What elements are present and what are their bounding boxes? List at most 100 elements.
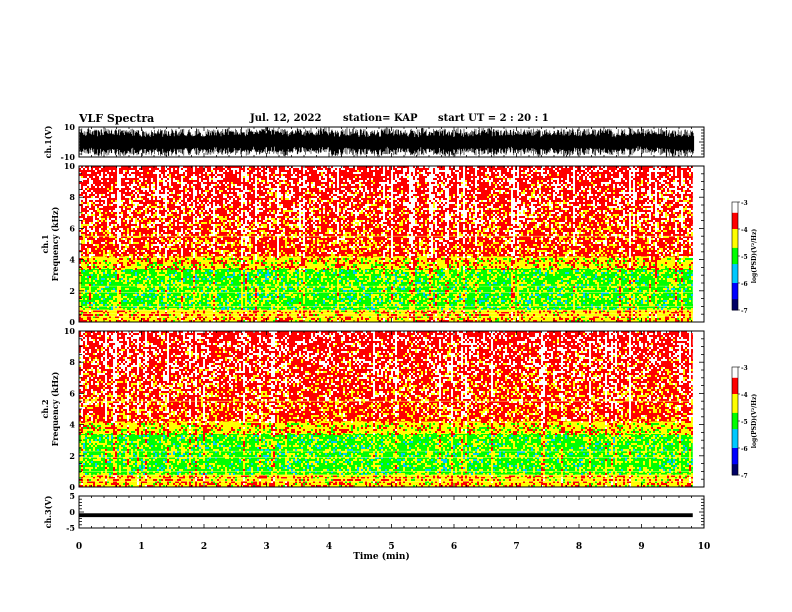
ch1-spectrogram-cell xyxy=(151,284,153,286)
ch1-spectrogram-cell xyxy=(117,238,119,240)
ch1-spectrogram-cell xyxy=(85,284,87,286)
ch1-spectrogram-cell xyxy=(87,264,89,266)
ch1-spectrogram-cell xyxy=(93,266,95,268)
ch1-spectrogram-cell xyxy=(97,314,99,316)
ch1-spectrogram-cell xyxy=(115,232,117,234)
ch1-spectrogram-cell xyxy=(147,226,149,228)
ch1-spectrogram-cell xyxy=(141,290,143,292)
ch1-spectrogram-cell xyxy=(121,280,123,282)
ch1-spectrogram-cell xyxy=(131,226,133,228)
ch1-spectrogram-cell xyxy=(101,184,103,186)
ch1-spectrogram-cell xyxy=(87,168,89,170)
ch1-spectrogram-cell xyxy=(117,268,119,270)
ch1-spectrogram-cell xyxy=(109,252,111,254)
ch1-spectrogram-cell xyxy=(123,278,125,280)
ch1-spectrogram-cell xyxy=(87,208,89,210)
ch1-spectrogram-cell xyxy=(141,180,143,182)
ch1-spectrogram-cell xyxy=(145,184,147,186)
ch1-spectrogram-cell xyxy=(89,290,91,292)
ch1-spectrogram-cell xyxy=(105,314,107,316)
ch1-spectrogram-cell xyxy=(87,266,89,268)
ch1-spectrogram-cell xyxy=(99,304,101,306)
ch1-spectrogram-cell xyxy=(135,248,137,250)
ch1-spectrogram-cell xyxy=(121,268,123,270)
ch1-spectrogram-cell xyxy=(81,318,83,320)
ch1-spectrogram-cell xyxy=(127,298,129,300)
ch1-spectrogram-cell xyxy=(85,204,87,206)
ch1-spectrogram-cell xyxy=(135,268,137,270)
ch1-spectrogram-cell xyxy=(117,220,119,222)
ch1-spectrogram-cell xyxy=(107,268,109,270)
ch1-spectrogram-cell xyxy=(141,178,143,180)
ch1-spectrogram-cell xyxy=(93,216,95,218)
ch1-spectrogram-cell xyxy=(133,218,135,220)
ch1-spectrogram-cell xyxy=(85,242,87,244)
ch1-spectrogram-cell xyxy=(143,214,145,216)
ch1-spectrogram-cell xyxy=(151,250,153,252)
ch1-spectrogram-cell xyxy=(119,200,121,202)
ch1-spectrogram-cell xyxy=(151,268,153,270)
ch1-spectrogram-cell xyxy=(139,296,141,298)
ch1-spectrogram-cell xyxy=(139,318,141,320)
ch1-spectrogram-cell xyxy=(91,170,93,172)
ch1-spectrogram-cell xyxy=(99,168,101,170)
ch1-spectrogram-cell xyxy=(105,260,107,262)
ch1-spectrogram-cell xyxy=(125,192,127,194)
ch1-spectrogram-cell xyxy=(91,304,93,306)
ch1-spectrogram-cell xyxy=(115,304,117,306)
ch1-spectrogram-cell xyxy=(139,278,141,280)
ch1-spectrogram-cell xyxy=(119,272,121,274)
ch1-spectrogram-cell xyxy=(89,230,91,232)
ch1-spectrogram-cell xyxy=(115,302,117,304)
ch1-spectrogram-cell xyxy=(119,222,121,224)
ch1-spectrogram-cell xyxy=(97,264,99,266)
ch1-spectrogram-cell xyxy=(121,264,123,266)
ch1-spectrogram-cell xyxy=(101,174,103,176)
ch1-spectrogram-cell xyxy=(129,260,131,262)
ch1-spectrogram-cell xyxy=(131,200,133,202)
ch1-spectrogram-cell xyxy=(101,172,103,174)
ch1-spectrogram-cell xyxy=(89,214,91,216)
ch1-spectrogram-cell xyxy=(101,248,103,250)
ch1-spectrogram-cell xyxy=(107,264,109,266)
ch1-spectrogram-cell xyxy=(133,242,135,244)
ch1-spectrogram-cell xyxy=(113,288,115,290)
ch1-spectrogram-cell xyxy=(129,284,131,286)
ch1-spectrogram-cell xyxy=(145,258,147,260)
ch1-spectrogram-cell xyxy=(87,210,89,212)
ch1-spectrogram-cell xyxy=(145,294,147,296)
ch1-spectrogram-cell xyxy=(143,208,145,210)
ch1-spectrogram-cell xyxy=(125,308,127,310)
ch1-spectrogram-cell xyxy=(119,268,121,270)
ch1-spectrogram-cell xyxy=(107,248,109,250)
ch1-spectrogram-cell xyxy=(137,188,139,190)
ch1-spectrogram-cell xyxy=(117,260,119,262)
ch1-spectrogram-cell xyxy=(129,308,131,310)
ch1-spectrogram-cell xyxy=(149,202,151,204)
ch1-spectrogram-cell xyxy=(153,176,155,178)
ch1-spectrogram-cell xyxy=(127,246,129,248)
ch1-spectrogram-cell xyxy=(107,168,109,170)
ch1-spectrogram-cell xyxy=(113,202,115,204)
ch1-spectrogram-cell xyxy=(115,210,117,212)
ch1-spectrogram-cell xyxy=(123,200,125,202)
ch1-spectrogram-cell xyxy=(145,178,147,180)
ch1-spectrogram-cell xyxy=(109,186,111,188)
ch1-spectrogram-cell xyxy=(103,252,105,254)
ch1-spectrogram-cell xyxy=(115,280,117,282)
ch1-spectrogram-cell xyxy=(101,218,103,220)
ch1-spectrogram-cell xyxy=(117,184,119,186)
ch1-spectrogram-cell xyxy=(101,260,103,262)
ch1-spectrogram-cell xyxy=(95,212,97,214)
ch1-spectrogram-cell xyxy=(151,216,153,218)
ch1-spectrogram-cell xyxy=(143,218,145,220)
ch1-spectrogram-cell xyxy=(93,220,95,222)
ch1-spectrogram-cell xyxy=(101,224,103,226)
ch1-spectrogram-cell xyxy=(93,284,95,286)
ch1-spectrogram-cell xyxy=(91,294,93,296)
ch1-spectrogram-cell xyxy=(147,276,149,278)
ch1-spectrogram-cell xyxy=(103,256,105,258)
ch1-spectrogram-cell xyxy=(153,226,155,228)
ch1-spectrogram-cell xyxy=(127,300,129,302)
ch1-spectrogram-cell xyxy=(107,218,109,220)
